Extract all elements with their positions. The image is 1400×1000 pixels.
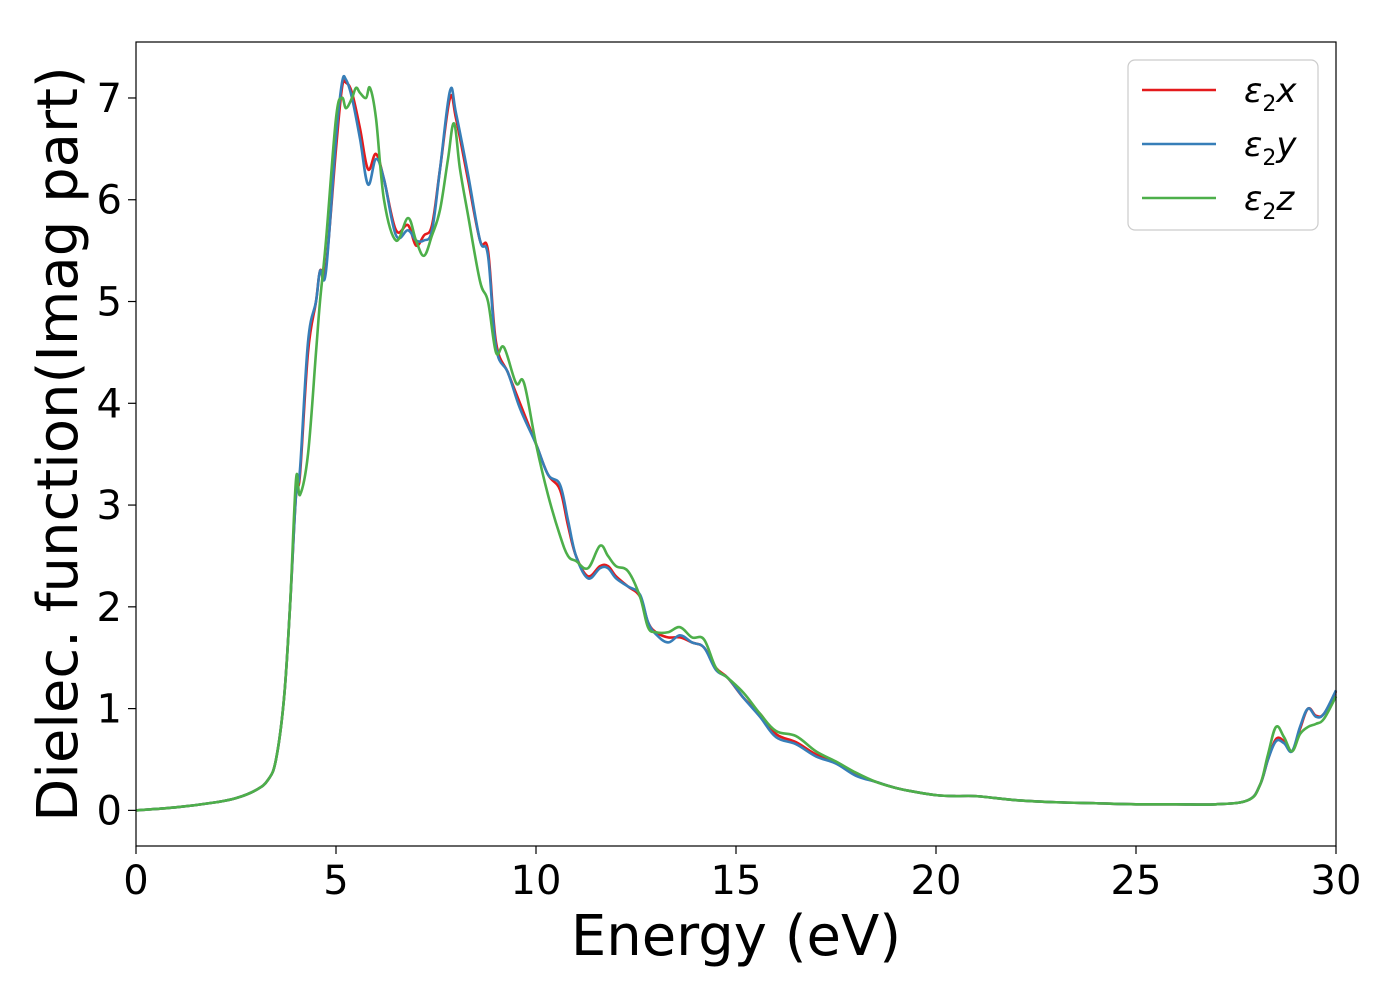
x-axis-title: Energy (eV) <box>571 904 901 969</box>
x-tick-label: 0 <box>123 858 148 904</box>
series-layer <box>135 74 1338 812</box>
y-tick-label: 1 <box>97 687 122 733</box>
legend-label-3: ε2z <box>1244 179 1295 225</box>
x-tick-label: 15 <box>711 858 762 904</box>
y-tick-label: 3 <box>97 483 122 529</box>
y-tick-label: 0 <box>97 788 122 834</box>
y-tick-label: 6 <box>97 178 122 224</box>
series-line-3 <box>135 85 1338 812</box>
y-tick-label: 7 <box>97 76 122 122</box>
x-axis-ticks: 0 5 10 15 20 25 30 <box>123 846 1361 904</box>
legend: ε2x ε2y ε2z <box>1127 59 1319 231</box>
x-tick-label: 10 <box>511 858 562 904</box>
x-tick-label: 25 <box>1111 858 1162 904</box>
y-axis-title: Dielec. function(Imag part) <box>26 66 91 822</box>
x-tick-label: 30 <box>1311 858 1362 904</box>
y-tick-label: 4 <box>97 381 122 427</box>
legend-frame <box>1127 59 1319 231</box>
x-tick-label: 20 <box>911 858 962 904</box>
y-tick-label: 2 <box>97 585 122 631</box>
legend-label-2: ε2y <box>1244 125 1297 171</box>
legend-label-1: ε2x <box>1244 71 1297 117</box>
y-axis-ticks: 0 1 2 3 4 5 6 7 <box>97 76 136 834</box>
y-tick-label: 5 <box>97 280 122 326</box>
x-tick-label: 5 <box>323 858 348 904</box>
